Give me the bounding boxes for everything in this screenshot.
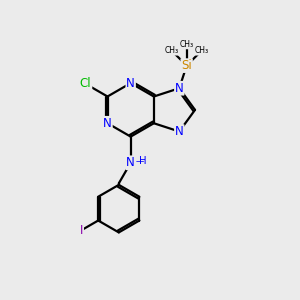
- Text: N: N: [175, 82, 184, 95]
- Text: N: N: [175, 125, 184, 138]
- Text: Cl: Cl: [80, 77, 92, 90]
- Text: N: N: [103, 117, 112, 130]
- Text: CH₃: CH₃: [164, 46, 178, 55]
- Text: CH₃: CH₃: [195, 46, 209, 55]
- Text: I: I: [80, 224, 83, 237]
- Text: Si: Si: [181, 59, 192, 72]
- Text: CH₃: CH₃: [180, 40, 194, 49]
- Text: N: N: [126, 76, 135, 90]
- Text: H: H: [139, 156, 146, 166]
- Text: —: —: [136, 157, 144, 166]
- Text: N: N: [126, 156, 135, 169]
